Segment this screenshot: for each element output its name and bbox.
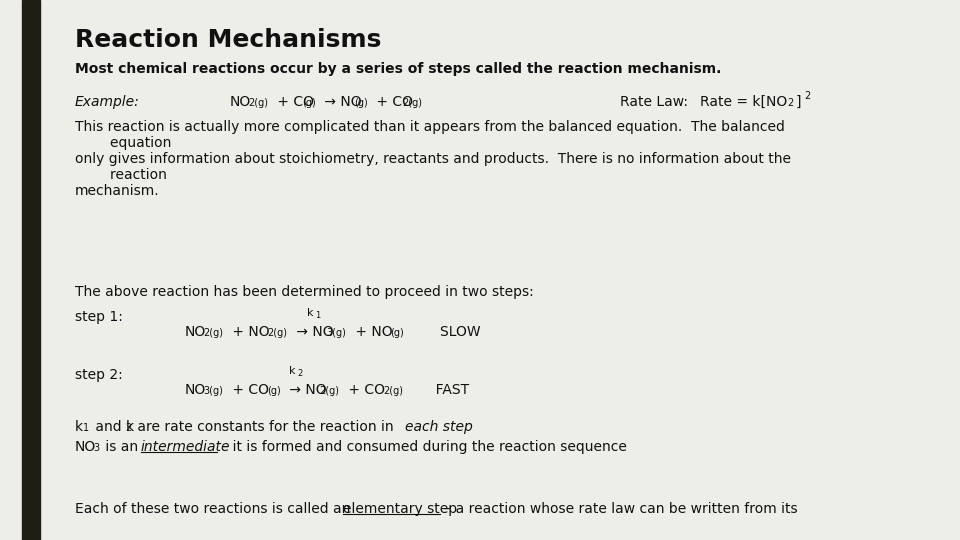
Text: 2: 2 (804, 91, 810, 101)
Text: 3: 3 (93, 443, 99, 453)
Text: 2(g): 2(g) (248, 98, 268, 108)
Text: 1: 1 (315, 311, 321, 320)
Text: 2: 2 (125, 423, 132, 433)
Text: elementary step: elementary step (343, 502, 457, 516)
Text: each step: each step (405, 420, 472, 434)
Text: (g): (g) (354, 98, 368, 108)
Text: k: k (75, 420, 84, 434)
Text: Rate Law:: Rate Law: (620, 95, 688, 109)
Text: and k: and k (91, 420, 134, 434)
Text: NO: NO (75, 440, 96, 454)
Text: 2(g): 2(g) (203, 328, 223, 338)
Text: NO: NO (185, 383, 206, 397)
Text: reaction: reaction (75, 168, 167, 182)
Text: This reaction is actually more complicated than it appears from the balanced equ: This reaction is actually more complicat… (75, 120, 785, 134)
Text: (g): (g) (267, 386, 280, 396)
Text: ]: ] (796, 95, 802, 109)
Text: Rate = k[NO: Rate = k[NO (700, 95, 787, 109)
Text: + CO: + CO (344, 383, 385, 397)
Text: NO: NO (230, 95, 252, 109)
Bar (22, 0, 40, 540)
Text: (g): (g) (302, 98, 316, 108)
Text: Most chemical reactions occur by a series of steps called the reaction mechanism: Most chemical reactions occur by a serie… (75, 62, 721, 76)
Text: 2(g): 2(g) (319, 386, 339, 396)
Text: NO: NO (185, 325, 206, 339)
Text: 2(g): 2(g) (267, 328, 287, 338)
Text: step 2:: step 2: (75, 368, 123, 382)
Text: equation: equation (75, 136, 172, 150)
Text: step 1:: step 1: (75, 310, 123, 324)
Text: → NO: → NO (285, 383, 326, 397)
Text: k: k (307, 308, 314, 318)
Text: is an: is an (101, 440, 142, 454)
Text: + CO: + CO (372, 95, 413, 109)
Text: + NO: + NO (228, 325, 270, 339)
Text: 2(g): 2(g) (383, 386, 403, 396)
Text: SLOW: SLOW (405, 325, 481, 339)
Text: 2(g): 2(g) (402, 98, 422, 108)
Text: Each of these two reactions is called an: Each of these two reactions is called an (75, 502, 355, 516)
Text: only gives information about stoichiometry, reactants and products.  There is no: only gives information about stoichiomet… (75, 152, 791, 166)
Text: (g): (g) (390, 328, 404, 338)
Text: – a reaction whose rate law can be written from its: – a reaction whose rate law can be writt… (440, 502, 798, 516)
Text: intermediate: intermediate (141, 440, 230, 454)
Text: → NO: → NO (292, 325, 334, 339)
Text: → NO: → NO (320, 95, 362, 109)
Text: 1: 1 (83, 423, 89, 433)
Text: are rate constants for the reaction in: are rate constants for the reaction in (133, 420, 398, 434)
Text: + CO: + CO (228, 383, 269, 397)
Text: – it is formed and consumed during the reaction sequence: – it is formed and consumed during the r… (217, 440, 627, 454)
Text: 3(g): 3(g) (203, 386, 223, 396)
Text: 3(g): 3(g) (326, 328, 346, 338)
Text: 2: 2 (297, 369, 302, 378)
Text: The above reaction has been determined to proceed in two steps:: The above reaction has been determined t… (75, 285, 534, 299)
Text: mechanism.: mechanism. (75, 184, 159, 198)
Text: + CO: + CO (273, 95, 314, 109)
Text: k: k (289, 366, 296, 376)
Text: 2: 2 (787, 98, 793, 108)
Text: + NO: + NO (351, 325, 393, 339)
Text: FAST: FAST (405, 383, 469, 397)
Text: Reaction Mechanisms: Reaction Mechanisms (75, 28, 381, 52)
Text: Example:: Example: (75, 95, 140, 109)
